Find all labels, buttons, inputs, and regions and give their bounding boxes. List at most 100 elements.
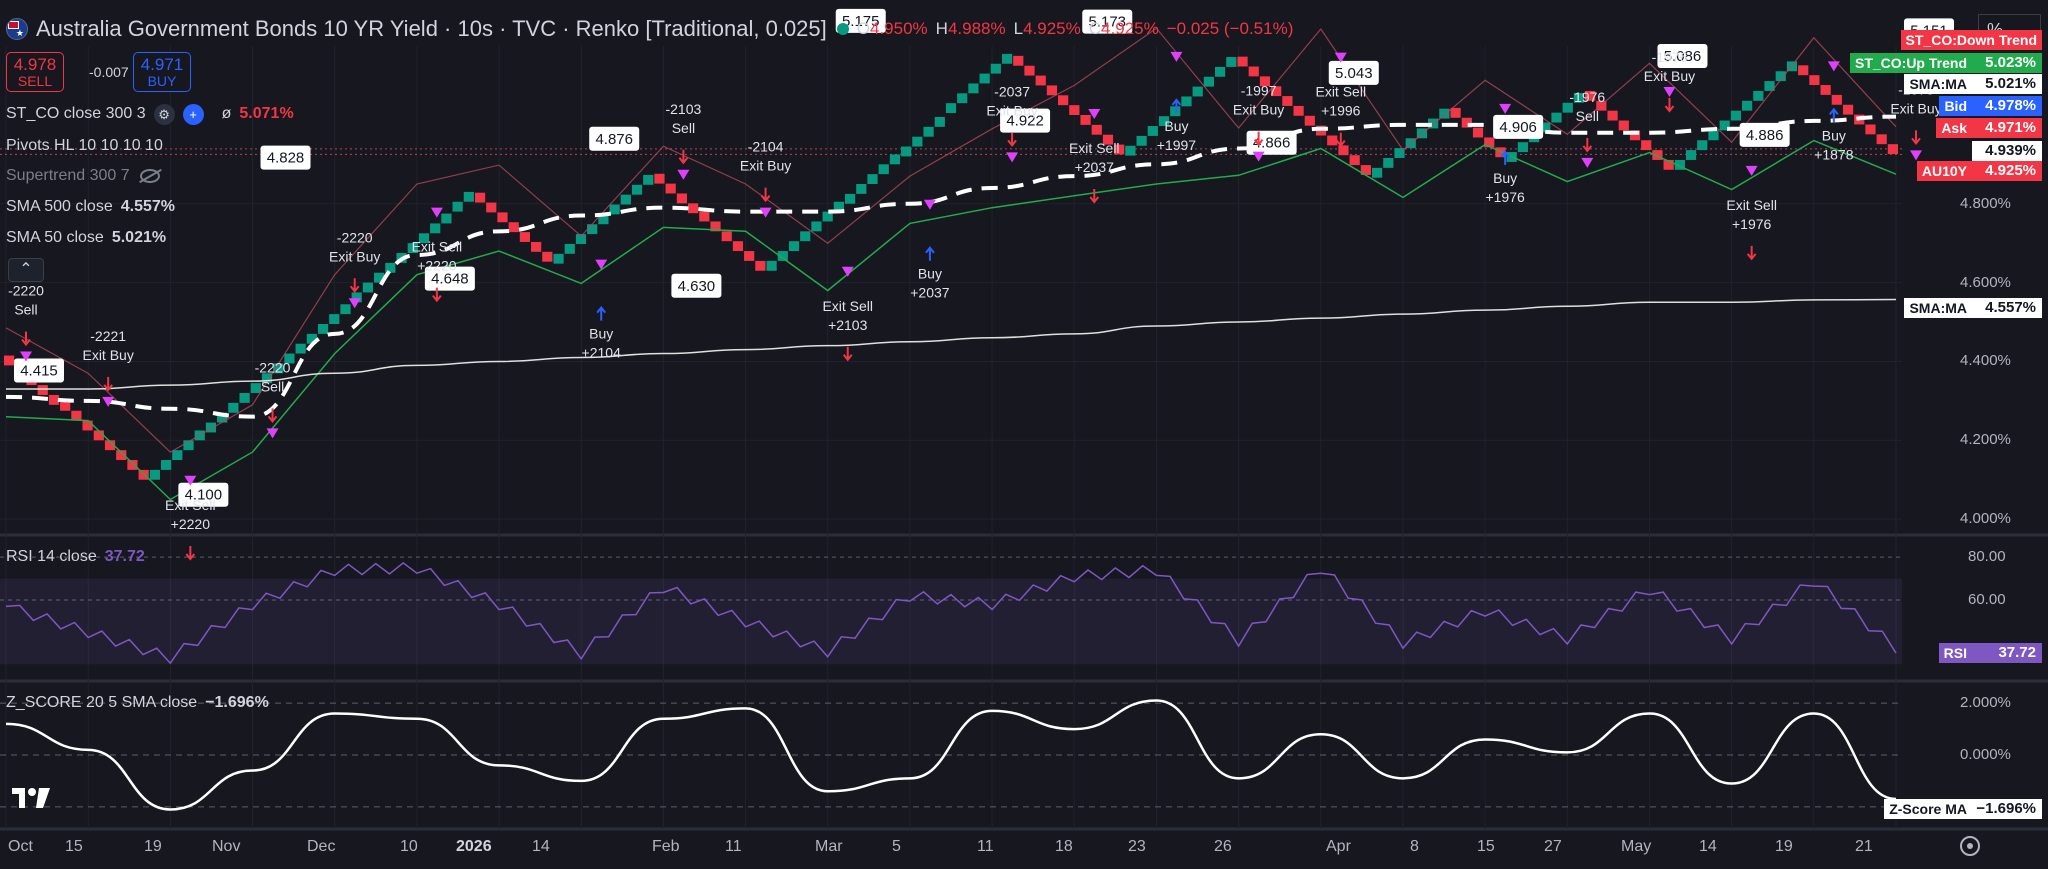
renko-brick-up bbox=[1517, 142, 1528, 153]
symbol-title[interactable]: Australia Government Bonds 10 YR Yield ·… bbox=[36, 16, 827, 41]
renko-brick-up bbox=[788, 241, 800, 252]
trade-signal-text: -2103 bbox=[665, 101, 701, 117]
time-axis-label: 21 bbox=[1855, 838, 1873, 855]
indicator-sma-50[interactable]: SMA 50 close 5.021% bbox=[6, 226, 166, 250]
renko-brick-down bbox=[1461, 117, 1472, 128]
renko-brick-down bbox=[104, 440, 116, 451]
renko-brick-down bbox=[1629, 130, 1641, 141]
renko-brick-down bbox=[710, 221, 721, 232]
trade-signal-text: Exit Sell bbox=[1726, 197, 1777, 213]
renko-brick-down bbox=[127, 460, 138, 470]
renko-brick-down bbox=[1046, 85, 1058, 96]
renko-brick-up bbox=[1383, 157, 1394, 168]
trade-signal-text: Exit Buy bbox=[1644, 68, 1695, 84]
sell-arrow-icon bbox=[432, 287, 442, 303]
renko-brick-up bbox=[1125, 145, 1136, 156]
chart-settings-icon[interactable] bbox=[1960, 836, 1980, 856]
indicator-pivots[interactable]: Pivots HL 10 10 10 10 bbox=[6, 134, 163, 158]
renko-brick-up bbox=[1215, 66, 1226, 77]
trade-signal-text: Exit Sell bbox=[1315, 84, 1366, 100]
exit-marker-icon bbox=[1827, 61, 1840, 72]
renko-brick-up bbox=[340, 304, 351, 315]
renko-brick-up bbox=[1428, 118, 1439, 129]
add-icon[interactable]: + bbox=[182, 103, 204, 125]
trade-signal-text: Sell bbox=[14, 302, 37, 318]
trade-signal-text: -2220 bbox=[255, 359, 291, 375]
renko-brick-up bbox=[1573, 92, 1585, 103]
buy-arrow-icon bbox=[925, 246, 935, 261]
rsi-pane-label[interactable]: RSI 14 close 37.72 bbox=[6, 548, 145, 566]
exit-marker-icon bbox=[923, 199, 936, 210]
sell-arrow-icon bbox=[1007, 132, 1017, 148]
renko-brick-up bbox=[452, 201, 463, 212]
trade-signal-text: +2037 bbox=[1075, 159, 1115, 175]
renko-brick-down bbox=[542, 251, 553, 262]
rsi-tag-value: 37.72 bbox=[1972, 643, 2042, 663]
indicator-value: 5.021% bbox=[111, 229, 167, 246]
buy-label: BUY bbox=[147, 73, 177, 89]
sell-arrow-icon bbox=[842, 346, 853, 362]
grid-lines bbox=[0, 46, 1902, 829]
renko-brick-up bbox=[273, 363, 284, 374]
time-axis-label: 19 bbox=[144, 838, 162, 855]
time-axis-label: Apr bbox=[1326, 838, 1351, 855]
renko-brick-up bbox=[160, 460, 172, 470]
sell-arrow-icon bbox=[1335, 132, 1346, 148]
price-axis-tick: 4.000% bbox=[1960, 510, 2011, 528]
renko-brick-down bbox=[60, 400, 71, 411]
trade-signal-text: Sell bbox=[672, 120, 695, 136]
renko-brick-up bbox=[564, 243, 575, 254]
trade-signal-text: +1976 bbox=[1732, 216, 1772, 232]
trade-signal-text: -2220 bbox=[337, 229, 373, 245]
ohlc-close-label: C bbox=[1088, 19, 1102, 38]
sell-button[interactable]: 4.978 SELL bbox=[6, 52, 64, 92]
exit-marker-icon bbox=[841, 266, 854, 277]
price-tag: ST_CO:Up Trend 5.023% bbox=[1849, 53, 2042, 73]
exit-marker-icon bbox=[677, 169, 690, 180]
renko-brick-down bbox=[497, 212, 508, 223]
renko-brick-up bbox=[878, 164, 889, 175]
renko-brick-down bbox=[1282, 96, 1293, 106]
exit-marker-icon bbox=[1006, 152, 1019, 163]
renko-brick-down bbox=[1349, 155, 1360, 166]
indicator-name: ST_CO close 300 3 bbox=[6, 105, 146, 122]
buy-button[interactable]: 4.971 BUY bbox=[133, 52, 191, 92]
trade-signal-text: Buy bbox=[1822, 127, 1846, 143]
settings-icon[interactable]: ⚙ bbox=[153, 103, 175, 125]
price-tag: SMA:MA 5.021% bbox=[1904, 74, 2042, 94]
renko-brick-up bbox=[329, 314, 340, 324]
buy-arrow-icon bbox=[1829, 107, 1839, 123]
time-axis-label: Nov bbox=[212, 838, 241, 855]
indicator-supertrend[interactable]: Supertrend 300 7 bbox=[6, 164, 160, 188]
collapse-indicators-button[interactable]: ⌃ bbox=[8, 258, 44, 282]
price-tag-name: Bid bbox=[1939, 96, 1972, 116]
zscore-pane-label[interactable]: Z_SCORE 20 5 SMA close −1.696% bbox=[6, 694, 269, 712]
price-tag: AU10Y 4.925% bbox=[1916, 161, 2042, 181]
time-axis-label: 18 bbox=[1055, 838, 1073, 855]
annotation-text: 4.648 bbox=[431, 271, 469, 288]
exit-marker-icon bbox=[1499, 103, 1512, 114]
indicator-sma-500[interactable]: SMA 500 close 4.557% bbox=[6, 195, 175, 219]
time-axis-label: 5 bbox=[892, 838, 901, 855]
annotation-text: 4.886 bbox=[1746, 127, 1784, 144]
renko-brick-down bbox=[654, 173, 665, 184]
price-tag-name: SMA:MA bbox=[1904, 298, 1972, 318]
renko-brick-up bbox=[172, 450, 183, 461]
sell-label: SELL bbox=[17, 73, 53, 89]
price-annotations bbox=[14, 8, 1954, 507]
hidden-eye-icon[interactable] bbox=[139, 169, 160, 183]
time-axis-label: 11 bbox=[725, 838, 742, 855]
renko-brick-down bbox=[699, 211, 710, 222]
renko-brick-up bbox=[1742, 100, 1753, 111]
renko-brick-up bbox=[844, 193, 856, 204]
indicator-st-co[interactable]: ST_CO close 300 3 ⚙ + ø 5.071% bbox=[6, 102, 294, 126]
price-tag-value: 5.023% bbox=[1972, 53, 2042, 73]
trade-signal-text: Buy bbox=[1493, 170, 1517, 186]
renko-brick-down bbox=[71, 410, 82, 421]
trade-signal-text: +2104 bbox=[582, 345, 622, 361]
renko-brick-up bbox=[317, 323, 329, 334]
exit-marker-icon bbox=[1910, 150, 1922, 161]
time-axis-label: 15 bbox=[1477, 838, 1495, 855]
renko-brick-up bbox=[867, 174, 878, 185]
